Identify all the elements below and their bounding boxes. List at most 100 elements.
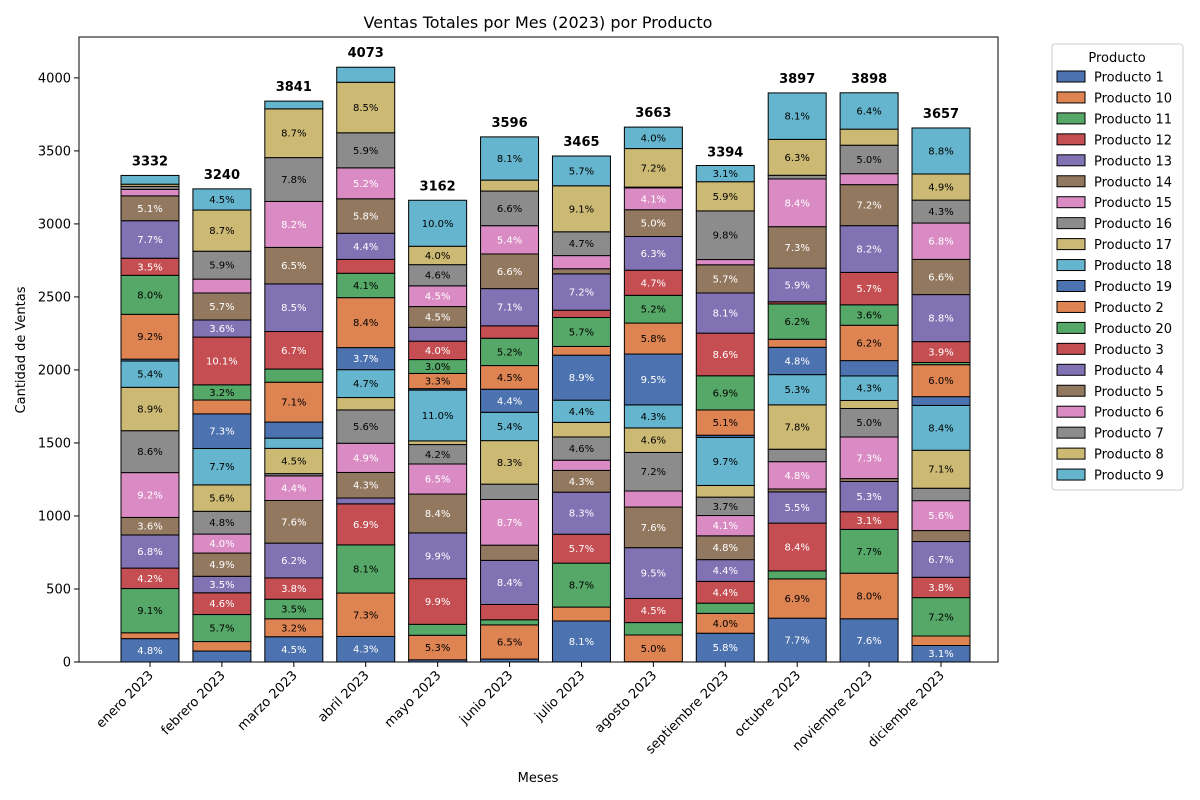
- bar-segment: [911, 127, 971, 175]
- percent-label: 5.4%: [137, 370, 162, 381]
- bar-segment: [911, 404, 971, 451]
- percent-label: 7.6%: [856, 636, 881, 647]
- percent-label: 8.1%: [569, 637, 594, 648]
- bar-segment: [336, 497, 396, 505]
- bar-segment: [336, 592, 396, 637]
- bar-segment: [264, 100, 324, 110]
- percent-label: 7.8%: [784, 423, 809, 434]
- percent-label: 3.5%: [281, 604, 306, 615]
- legend-swatch: [1056, 405, 1086, 418]
- bar-segment: [839, 399, 899, 409]
- bar-segment: [192, 413, 252, 450]
- percent-label: 6.6%: [497, 267, 522, 278]
- percent-label: 5.9%: [353, 146, 378, 157]
- percent-label: 8.0%: [137, 290, 162, 301]
- bar-segment: [623, 490, 683, 508]
- legend-label: Producto 15: [1094, 196, 1172, 211]
- percent-label: 3.5%: [209, 580, 234, 591]
- percent-label: 5.5%: [784, 503, 809, 514]
- bar-segment: [480, 483, 540, 500]
- bar-segment: [192, 209, 252, 252]
- bar-segment: [264, 246, 324, 285]
- percent-label: 8.0%: [856, 591, 881, 602]
- bar-segment: [551, 459, 611, 471]
- bar-segment: [120, 360, 180, 388]
- bar-segment: [408, 440, 468, 446]
- percent-label: 6.8%: [928, 237, 953, 248]
- bar-segment: [551, 185, 611, 233]
- percent-label: 5.9%: [784, 280, 809, 291]
- total-label: 3394: [707, 145, 743, 160]
- percent-label: 4.5%: [425, 312, 450, 323]
- legend-swatch: [1056, 133, 1086, 146]
- bar-segment: [264, 421, 324, 439]
- bar-segment: [264, 437, 324, 449]
- legend-swatch: [1056, 468, 1086, 481]
- percent-label: 5.4%: [497, 422, 522, 433]
- legend-swatch: [1056, 217, 1086, 230]
- legend-swatch: [1056, 70, 1086, 83]
- bar-segment: [336, 198, 396, 234]
- percent-label: 6.9%: [353, 520, 378, 531]
- legend-label: Producto 3: [1094, 343, 1164, 358]
- bar-segment: [408, 493, 468, 534]
- x-tick-label: marzo 2023: [235, 668, 301, 734]
- x-tick-label: octubre 2023: [732, 668, 804, 740]
- bar-segment: [192, 650, 252, 663]
- total-label: 3465: [563, 135, 599, 150]
- bar-segment: [336, 81, 396, 134]
- bar-segment: [408, 389, 468, 442]
- total-label: 3240: [204, 168, 240, 183]
- legend-label: Producto 1: [1094, 71, 1164, 86]
- percent-label: 4.4%: [353, 242, 378, 253]
- bar-segment: [839, 528, 899, 574]
- percent-label: 6.4%: [856, 106, 881, 117]
- bar-segment: [767, 174, 827, 180]
- bar-segment: [480, 624, 540, 660]
- bar-segment: [767, 92, 827, 140]
- bar-segment: [839, 324, 899, 362]
- percent-label: 4.8%: [784, 356, 809, 367]
- bar-segment: [480, 325, 540, 339]
- bar-segment: [480, 136, 540, 181]
- percent-label: 4.6%: [569, 444, 594, 455]
- percent-label: 5.3%: [856, 492, 881, 503]
- percent-label: 3.6%: [209, 324, 234, 335]
- percent-label: 3.8%: [928, 583, 953, 594]
- percent-label: 3.2%: [209, 388, 234, 399]
- bar-segment: [408, 634, 468, 661]
- bar-segment: [192, 188, 252, 211]
- percent-label: 5.6%: [353, 422, 378, 433]
- percent-label: 4.0%: [425, 251, 450, 262]
- percent-label: 5.1%: [137, 204, 162, 215]
- bar-segment: [767, 303, 827, 340]
- percent-label: 5.7%: [569, 327, 594, 338]
- percent-label: 6.3%: [784, 153, 809, 164]
- bar-segment: [767, 617, 827, 663]
- bar-segment: [911, 530, 971, 543]
- percent-label: 5.2%: [353, 179, 378, 190]
- bar-segment: [264, 108, 324, 159]
- percent-label: 8.7%: [209, 226, 234, 237]
- percent-label: 9.9%: [425, 597, 450, 608]
- bar-segment: [839, 225, 899, 273]
- percent-label: 4.8%: [784, 471, 809, 482]
- percent-label: 9.8%: [713, 231, 738, 242]
- percent-label: 8.7%: [281, 129, 306, 140]
- percent-label: 5.7%: [856, 284, 881, 295]
- bar-segment: [264, 542, 324, 579]
- bar-segment: [623, 322, 683, 355]
- bar-segment: [336, 544, 396, 594]
- bar-segment: [192, 399, 252, 415]
- percent-label: 8.4%: [353, 318, 378, 329]
- percent-label: 3.5%: [137, 262, 162, 273]
- x-tick-label: abril 2023: [315, 668, 372, 725]
- bar-segment: [839, 360, 899, 377]
- legend-swatch: [1056, 280, 1086, 292]
- bar-segment: [551, 268, 611, 275]
- bar-segment: [767, 374, 827, 406]
- percent-label: 8.7%: [497, 518, 522, 529]
- percent-label: 5.2%: [497, 347, 522, 358]
- percent-label: 8.6%: [137, 447, 162, 458]
- percent-label: 4.0%: [641, 133, 666, 144]
